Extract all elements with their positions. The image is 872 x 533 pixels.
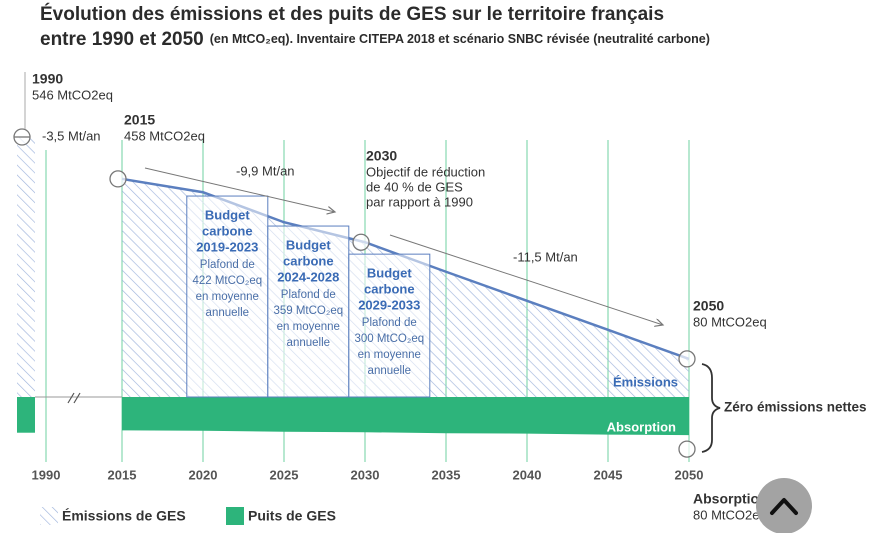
x-tick-label: 2040 bbox=[513, 467, 542, 482]
budget-note: Plafond de bbox=[281, 289, 336, 301]
x-tick-label: 2015 bbox=[108, 467, 137, 482]
subtitle-note: (en MtCO₂eq). Inventaire CITEPA 2018 et … bbox=[210, 32, 710, 46]
x-tick-label: 2045 bbox=[594, 467, 623, 482]
x-tick-label: 2025 bbox=[270, 467, 299, 482]
annotation-text: 80 MtCO2eq bbox=[693, 507, 767, 522]
series-label: Émissions bbox=[613, 374, 678, 389]
annotation-text: par rapport à 1990 bbox=[366, 194, 473, 209]
annotation-year: 2050 bbox=[693, 298, 724, 314]
budget-title: carbone bbox=[364, 282, 415, 297]
rate-label: -11,5 Mt/an bbox=[513, 249, 578, 264]
legend-swatch bbox=[226, 507, 244, 525]
annotation-text: 546 MtCO2eq bbox=[32, 87, 113, 102]
budget-note: Plafond de bbox=[200, 259, 255, 271]
brace bbox=[701, 363, 721, 453]
legend-label: Puits de GES bbox=[248, 508, 336, 524]
rate-label: -9,9 Mt/an bbox=[236, 163, 295, 178]
chart-title: Évolution des émissions et des puits de … bbox=[40, 3, 664, 25]
net-zero-label: Zéro émissions nettes bbox=[724, 400, 867, 415]
button-circle bbox=[756, 478, 812, 533]
marker-2030 bbox=[352, 233, 370, 251]
scroll-top-button[interactable] bbox=[756, 478, 812, 533]
subtitle: entre 1990 et 2050 (en MtCO₂eq). Inventai… bbox=[40, 29, 710, 50]
x-tick-label: 2035 bbox=[432, 467, 461, 482]
sink-area bbox=[122, 397, 689, 436]
budget-period: 2029-2033 bbox=[358, 298, 420, 313]
emissions-1990 bbox=[17, 137, 35, 397]
trend-arrow bbox=[389, 234, 663, 325]
legend-swatch bbox=[40, 507, 58, 525]
rate-label: -3,5 Mt/an bbox=[42, 128, 101, 143]
marker-2050 bbox=[678, 350, 696, 368]
trend-arrow bbox=[144, 167, 335, 212]
annotation-year: 1990 bbox=[32, 71, 63, 87]
budget-note: annuelle bbox=[368, 365, 411, 377]
legend-label: Émissions de GES bbox=[62, 508, 186, 524]
budget-title: carbone bbox=[202, 223, 253, 238]
budget-note: en moyenne bbox=[277, 321, 340, 333]
budget-note: annuelle bbox=[287, 337, 330, 349]
axis-break bbox=[67, 392, 81, 404]
x-tick-label: 1990 bbox=[32, 467, 61, 482]
series-label: Absorption bbox=[607, 419, 676, 434]
annotation-text: 458 MtCO2eq bbox=[124, 128, 205, 143]
budget-note: Plafond de bbox=[362, 317, 417, 329]
annotation-year: 2015 bbox=[124, 112, 155, 128]
budget-title: Budget bbox=[205, 207, 250, 222]
annotation-text: Objectif de réduction bbox=[366, 164, 485, 179]
subtitle-main: entre 1990 et 2050 bbox=[40, 29, 204, 50]
budget-period: 2024-2028 bbox=[277, 269, 339, 284]
budget-note: en moyenne bbox=[196, 291, 259, 303]
x-tick-label: 2050 bbox=[675, 467, 704, 482]
annotation-text: de 40 % de GES bbox=[366, 179, 463, 194]
budget-note: annuelle bbox=[206, 307, 249, 319]
x-tick-label: 2020 bbox=[189, 467, 218, 482]
budget-title: carbone bbox=[283, 253, 334, 268]
budget-note: en moyenne bbox=[358, 349, 421, 361]
annotation-year: 2030 bbox=[366, 148, 397, 164]
budget-title: Budget bbox=[367, 266, 412, 281]
budget-box bbox=[186, 195, 269, 398]
budget-period: 2019-2023 bbox=[196, 239, 258, 254]
sink-1990 bbox=[17, 397, 35, 433]
annotation-year: Absorption bbox=[693, 491, 768, 507]
annotation-text: 80 MtCO2eq bbox=[693, 314, 767, 329]
budget-value: 422 MtCO₂eq bbox=[192, 275, 262, 287]
marker-2015 bbox=[109, 170, 127, 188]
button-chevron bbox=[770, 498, 798, 515]
marker-sink-2050 bbox=[678, 440, 696, 458]
budget-box bbox=[348, 253, 431, 398]
budget-value: 300 MtCO₂eq bbox=[354, 333, 424, 345]
budget-value: 359 MtCO₂eq bbox=[273, 305, 343, 317]
x-tick-label: 2030 bbox=[351, 467, 380, 482]
plot: 1990 2015 2020 2025 2030 2035 2040 2045 2050 Budg… bbox=[13, 71, 867, 525]
budget-title: Budget bbox=[286, 237, 331, 252]
